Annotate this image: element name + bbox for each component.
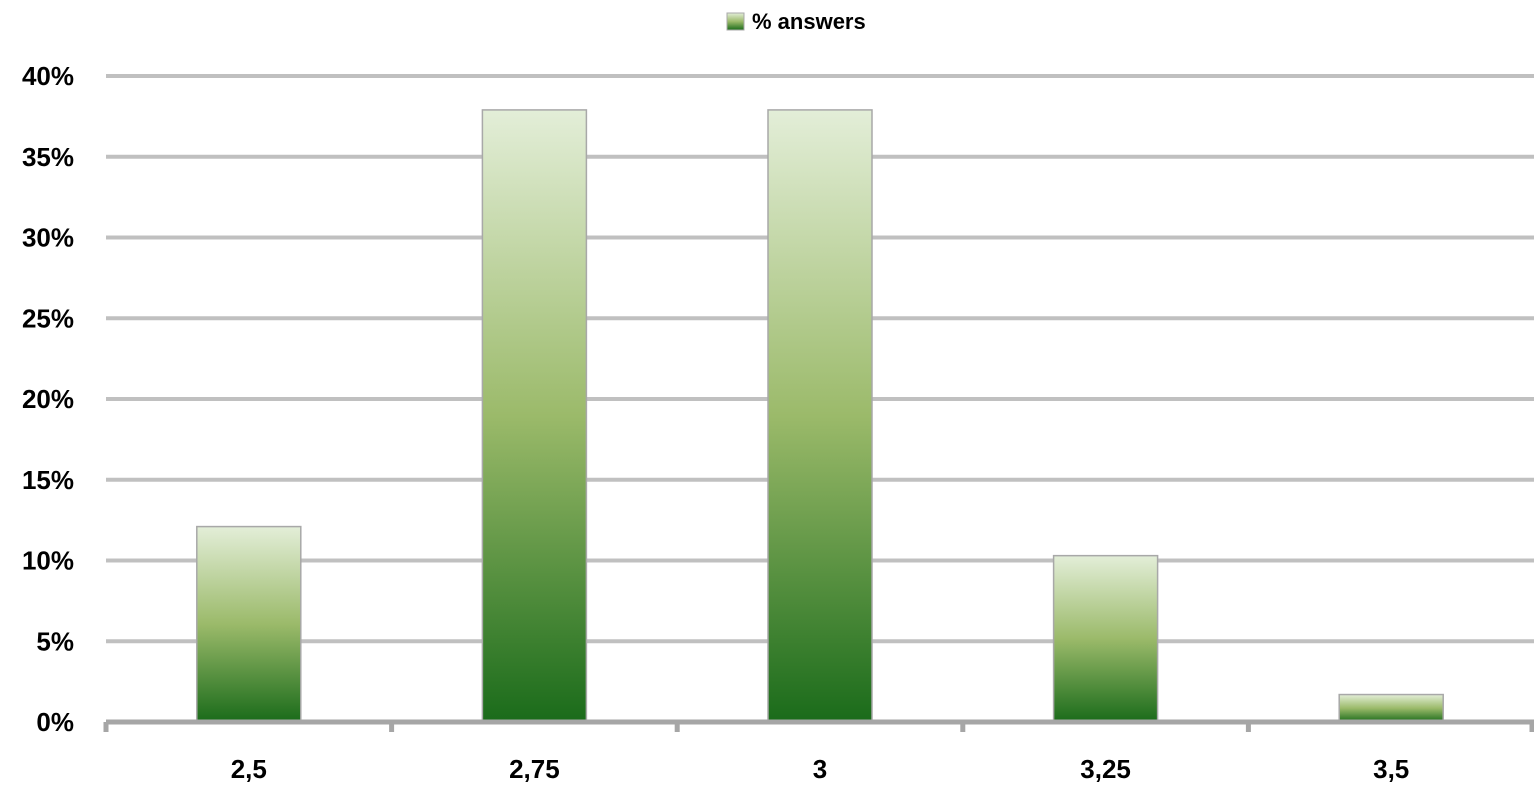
y-axis-tick-labels: 0% 5% 10% 15% 20% 25% 30% 35% 40% — [22, 61, 74, 737]
y-tick-label: 30% — [22, 223, 74, 253]
y-tick-label: 40% — [22, 61, 74, 91]
bar-2-75 — [481, 109, 588, 723]
bar-3-25 — [1052, 554, 1159, 723]
x-axis-tick-labels: 2,5 2,75 3 3,25 3,5 — [231, 754, 1410, 784]
y-tick-label: 10% — [22, 546, 74, 576]
bar-3-5 — [1338, 693, 1444, 723]
legend-swatch — [726, 12, 745, 31]
x-tick-label: 2,75 — [509, 754, 560, 784]
y-tick-label: 35% — [22, 142, 74, 172]
y-tick-label: 15% — [22, 465, 74, 495]
legend: % answers — [726, 9, 866, 34]
x-axis — [103, 719, 1534, 732]
x-tick-label: 3 — [813, 754, 827, 784]
bar-2-5 — [196, 525, 302, 723]
x-tick-label: 2,5 — [231, 754, 267, 784]
bars — [196, 109, 1444, 723]
bar-3 — [767, 109, 873, 723]
y-tick-label: 25% — [22, 303, 74, 333]
x-tick-label: 3,25 — [1080, 754, 1131, 784]
x-tick-label: 3,5 — [1373, 754, 1409, 784]
y-tick-label: 5% — [36, 626, 74, 656]
y-tick-label: 0% — [36, 707, 74, 737]
y-tick-label: 20% — [22, 384, 74, 414]
legend-label: % answers — [752, 9, 866, 34]
